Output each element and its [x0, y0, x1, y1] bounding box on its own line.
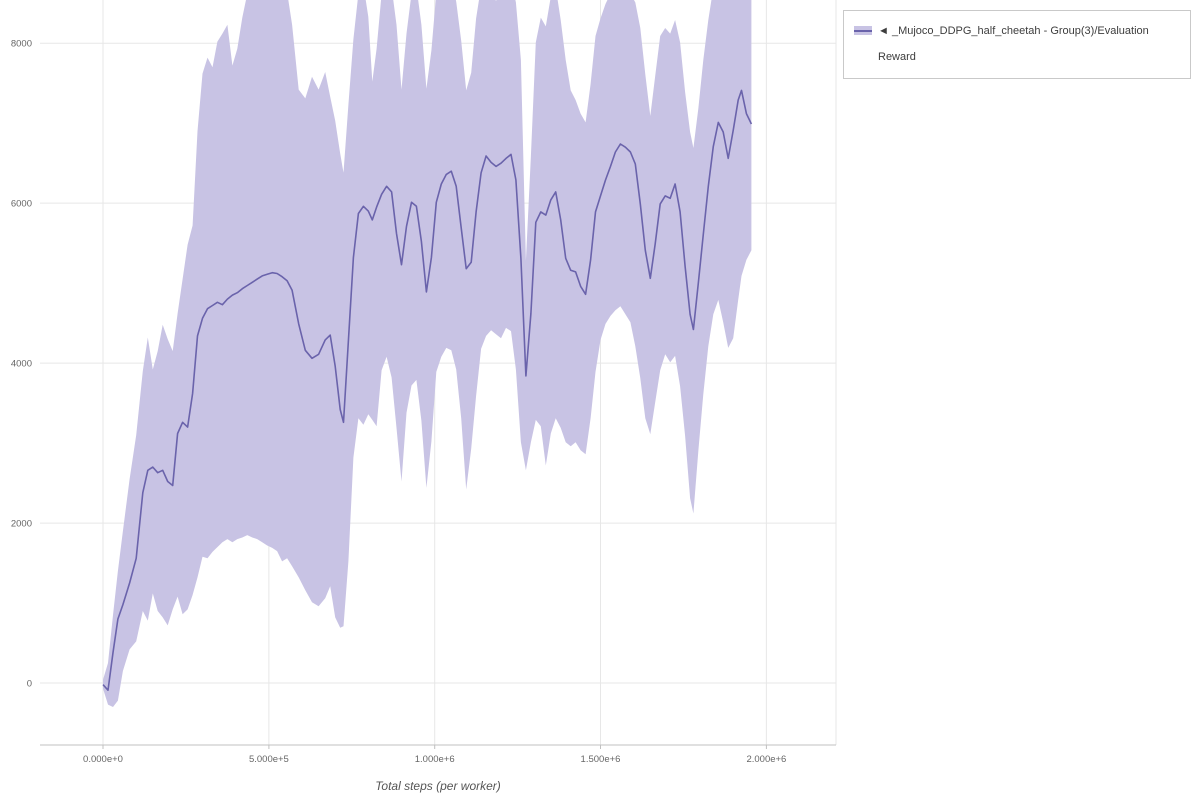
svg-text:5.000e+5: 5.000e+5: [249, 754, 289, 765]
svg-text:0.000e+0: 0.000e+0: [83, 754, 123, 765]
y-tick-labels: 0 2000 4000 6000 8000: [11, 39, 32, 690]
legend-label: ◄ _Mujoco_DDPG_half_cheetah - Group(3)/E…: [878, 18, 1174, 71]
legend-swatch-line-icon: [854, 29, 872, 32]
svg-text:2000: 2000: [11, 519, 32, 530]
collapse-marker-icon: ◄: [878, 25, 889, 37]
svg-text:2.000e+6: 2.000e+6: [746, 754, 786, 765]
x-tick-labels: 0.000e+0 5.000e+5 1.000e+6 1.500e+6 2.000e+6: [83, 745, 786, 765]
svg-text:1.000e+6: 1.000e+6: [415, 754, 455, 765]
series-name: _Mujoco_DDPG_half_cheetah - Group(3)/Eva…: [878, 25, 1149, 64]
mean-line: [102, 89, 753, 691]
reward-chart-svg: 0.000e+0 5.000e+5 1.000e+6 1.500e+6 2.000e+6…: [11, 0, 837, 793]
svg-text:0: 0: [27, 679, 32, 690]
svg-text:6000: 6000: [11, 199, 32, 210]
plot-area: [102, 0, 753, 707]
x-axis-title: Total steps (per worker): [375, 779, 501, 793]
svg-text:4000: 4000: [11, 359, 32, 370]
legend-item[interactable]: ◄ _Mujoco_DDPG_half_cheetah - Group(3)/E…: [854, 18, 1180, 71]
legend-swatch-icon: [854, 26, 872, 35]
legend: ◄ _Mujoco_DDPG_half_cheetah - Group(3)/E…: [843, 10, 1191, 79]
svg-text:1.500e+6: 1.500e+6: [581, 754, 621, 765]
svg-text:8000: 8000: [11, 39, 32, 50]
confidence-band: [103, 0, 752, 707]
